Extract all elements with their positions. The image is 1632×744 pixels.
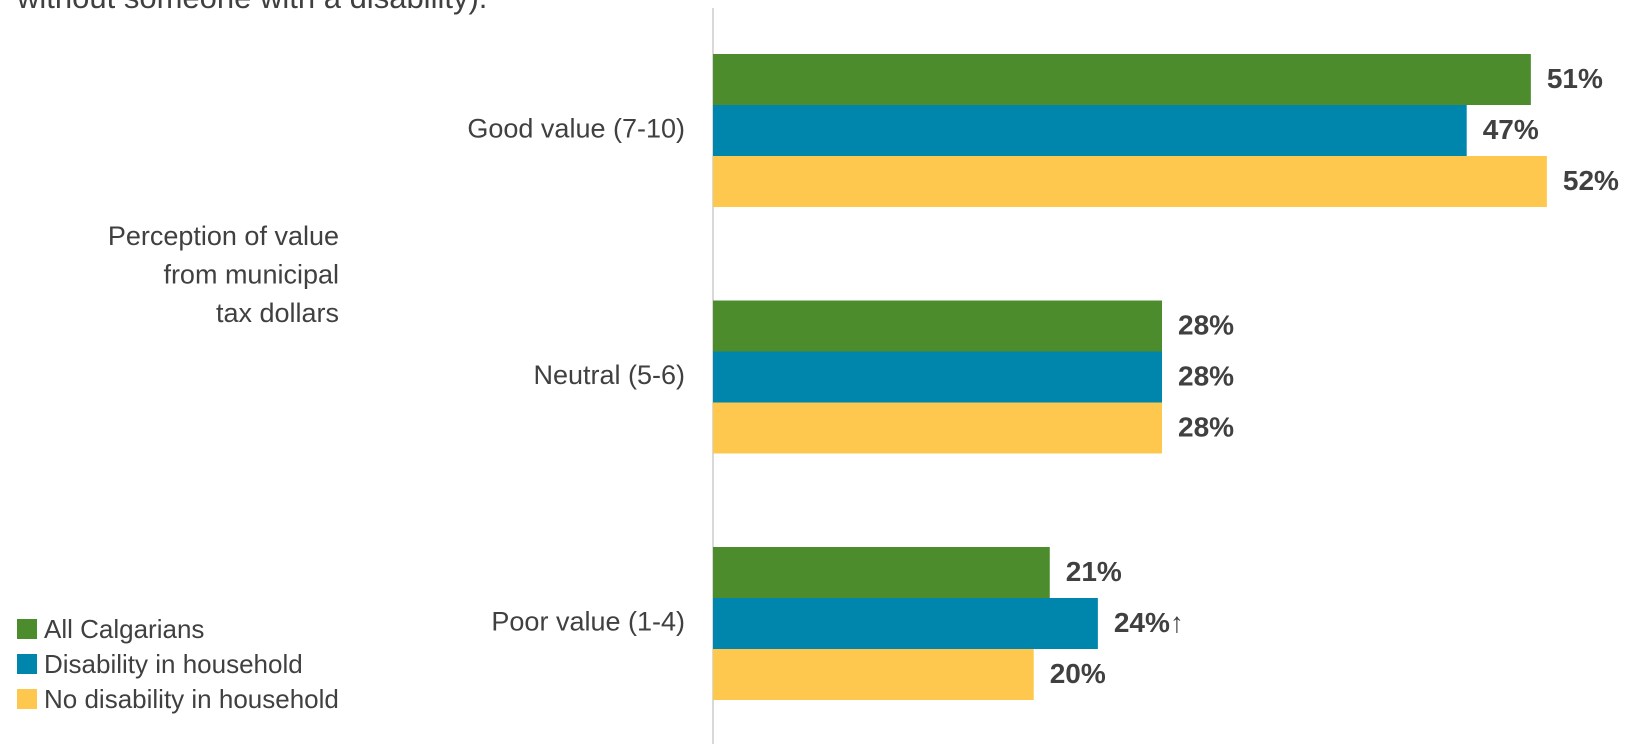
axis-label: Perception of value — [108, 221, 339, 251]
legend-swatch — [17, 689, 37, 709]
value-label: 28% — [1178, 309, 1234, 340]
value-label: 47% — [1483, 114, 1539, 145]
legend-swatch — [17, 654, 37, 674]
value-label: 51% — [1547, 63, 1603, 94]
category-label: Poor value (1-4) — [491, 607, 685, 637]
legend-swatch — [17, 619, 37, 639]
bar — [713, 105, 1467, 156]
legend-label: Disability in household — [44, 649, 303, 679]
value-label: 21% — [1066, 556, 1122, 587]
bar — [713, 54, 1531, 105]
bar — [713, 547, 1050, 598]
category-label: Good value (7-10) — [467, 114, 685, 144]
legend-label: No disability in household — [44, 684, 339, 714]
axis-label: from municipal — [163, 260, 339, 290]
bar — [713, 649, 1034, 700]
chart-subtitle: without someone with a disability). — [16, 0, 487, 15]
value-label: 28% — [1178, 360, 1234, 391]
value-label: 24%↑ — [1114, 607, 1184, 638]
bar — [713, 156, 1547, 207]
value-label: 28% — [1178, 411, 1234, 442]
legend-label: All Calgarians — [44, 614, 204, 644]
bar — [713, 598, 1098, 649]
bar — [713, 402, 1163, 454]
bar — [713, 351, 1163, 403]
axis-label: tax dollars — [216, 298, 339, 328]
category-label: Neutral (5-6) — [533, 360, 685, 390]
bar — [713, 300, 1163, 352]
value-label: 20% — [1050, 658, 1106, 689]
value-label: 52% — [1563, 165, 1619, 196]
